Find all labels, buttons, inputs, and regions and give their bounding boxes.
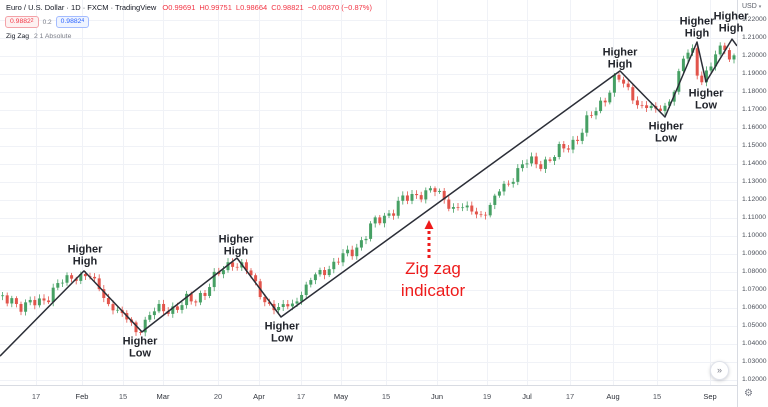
buy-pip-digit: 4 <box>81 18 85 24</box>
time-tick: Jun <box>430 392 444 401</box>
currency-dropdown[interactable]: USD ▾ <box>742 3 762 10</box>
price-tick: 1.02000 <box>742 376 767 383</box>
time-tick: Jul <box>522 392 532 401</box>
pivot-annotation[interactable]: Higher High <box>218 233 254 258</box>
pivot-annotation[interactable]: Higher Low <box>264 320 300 345</box>
time-tick: Mar <box>156 392 170 401</box>
callout-arrow <box>424 220 434 258</box>
time-tick: 17 <box>31 392 41 401</box>
time-axis[interactable]: 17 Feb 15 Mar 20 Apr 17 May 15 Jun 19 Jul 17 Aug 15 Sep <box>0 385 768 407</box>
time-tick: Apr <box>253 392 265 401</box>
time-tick: 19 <box>482 392 492 401</box>
pivot-annotation[interactable]: Higher High <box>713 10 749 35</box>
pivot-annotation[interactable]: Higher High <box>602 46 638 71</box>
change-value: −0.00870 (−0.87%) <box>307 3 372 12</box>
sell-price-button[interactable]: 0.98822 <box>5 16 39 29</box>
close-value: C0.98821 <box>271 3 304 12</box>
price-tick: 1.18000 <box>742 88 767 95</box>
spread-value: 0.2 <box>42 18 52 26</box>
time-tick: Sep <box>703 392 717 401</box>
price-tick: 1.05000 <box>742 322 767 329</box>
pivot-annotation[interactable]: Higher Low <box>688 87 724 112</box>
time-tick: Aug <box>606 392 620 401</box>
chart-canvas[interactable] <box>0 0 737 385</box>
time-tick: 17 <box>296 392 306 401</box>
open-value: O0.99691 <box>162 3 196 12</box>
grid-lines <box>0 0 737 385</box>
zigzag-callout-label[interactable]: Zig zag indicator <box>401 258 465 302</box>
price-tick: 1.12000 <box>742 196 767 203</box>
candles-series <box>1 42 736 337</box>
time-tick: 20 <box>213 392 223 401</box>
price-tick: 1.21000 <box>742 34 767 41</box>
price-tick: 1.19000 <box>742 70 767 77</box>
buy-price-button[interactable]: 0.98824 <box>55 16 90 29</box>
price-tick: 1.16000 <box>742 124 767 131</box>
low-value: L0.98664 <box>235 3 268 12</box>
pivot-annotation[interactable]: Higher Low <box>648 120 684 145</box>
time-tick: 15 <box>381 392 391 401</box>
price-tick: 1.04000 <box>742 340 767 347</box>
bid-ask-row: 0.98822 0.2 0.98824 <box>5 16 90 29</box>
price-tick: 1.14000 <box>742 160 767 167</box>
zigzag-indicator-line[interactable] <box>0 38 737 357</box>
price-tick: 1.17000 <box>742 106 767 113</box>
price-tick: 1.09000 <box>742 250 767 257</box>
price-tick: 1.03000 <box>742 358 767 365</box>
price-tick: 1.20000 <box>742 52 767 59</box>
symbol-title[interactable]: Euro / U.S. Dollar · 1D · FXCM · Trading… <box>6 3 157 12</box>
sell-pip-digit: 2 <box>30 18 34 24</box>
indicator-params: 2 1 Absolute <box>33 33 72 40</box>
indicator-name: Zig Zag <box>6 33 30 40</box>
time-tick: May <box>333 392 349 401</box>
pivot-annotation[interactable]: Higher High <box>67 243 103 268</box>
price-tick: 1.15000 <box>742 142 767 149</box>
time-tick: 15 <box>652 392 662 401</box>
chart-legend-row: Euro / U.S. Dollar · 1D · FXCM · Trading… <box>6 3 372 12</box>
price-tick: 1.11000 <box>742 214 767 221</box>
chevron-down-icon: ▾ <box>758 4 762 10</box>
time-tick: 15 <box>118 392 128 401</box>
price-tick: 1.22000 <box>742 16 767 23</box>
indicator-legend[interactable]: Zig Zag 2 1 Absolute <box>6 33 71 40</box>
axis-settings-gear-icon[interactable]: ⚙ <box>744 388 753 399</box>
callout-line-2: indicator <box>400 281 466 300</box>
price-tick: 1.07000 <box>742 286 767 293</box>
time-tick: 17 <box>565 392 575 401</box>
time-tick: Feb <box>75 392 89 401</box>
pivot-annotation[interactable]: Higher Low <box>122 335 158 360</box>
price-tick: 1.10000 <box>742 232 767 239</box>
price-axis[interactable]: USD ▾ 1.22000 1.21000 1.20000 1.19000 1.1800… <box>737 0 768 407</box>
callout-line-1: Zig zag <box>405 258 461 278</box>
price-tick: 1.13000 <box>742 178 767 185</box>
pivot-annotation[interactable]: Higher High <box>679 15 715 40</box>
price-tick: 1.06000 <box>742 304 767 311</box>
price-tick: 1.08000 <box>742 268 767 275</box>
ohlc-values: O0.99691 H0.99751 L0.98664 C0.98821 −0.00870… <box>158 3 372 12</box>
go-to-realtime-button[interactable]: » <box>710 361 729 380</box>
high-value: H0.99751 <box>199 3 232 12</box>
